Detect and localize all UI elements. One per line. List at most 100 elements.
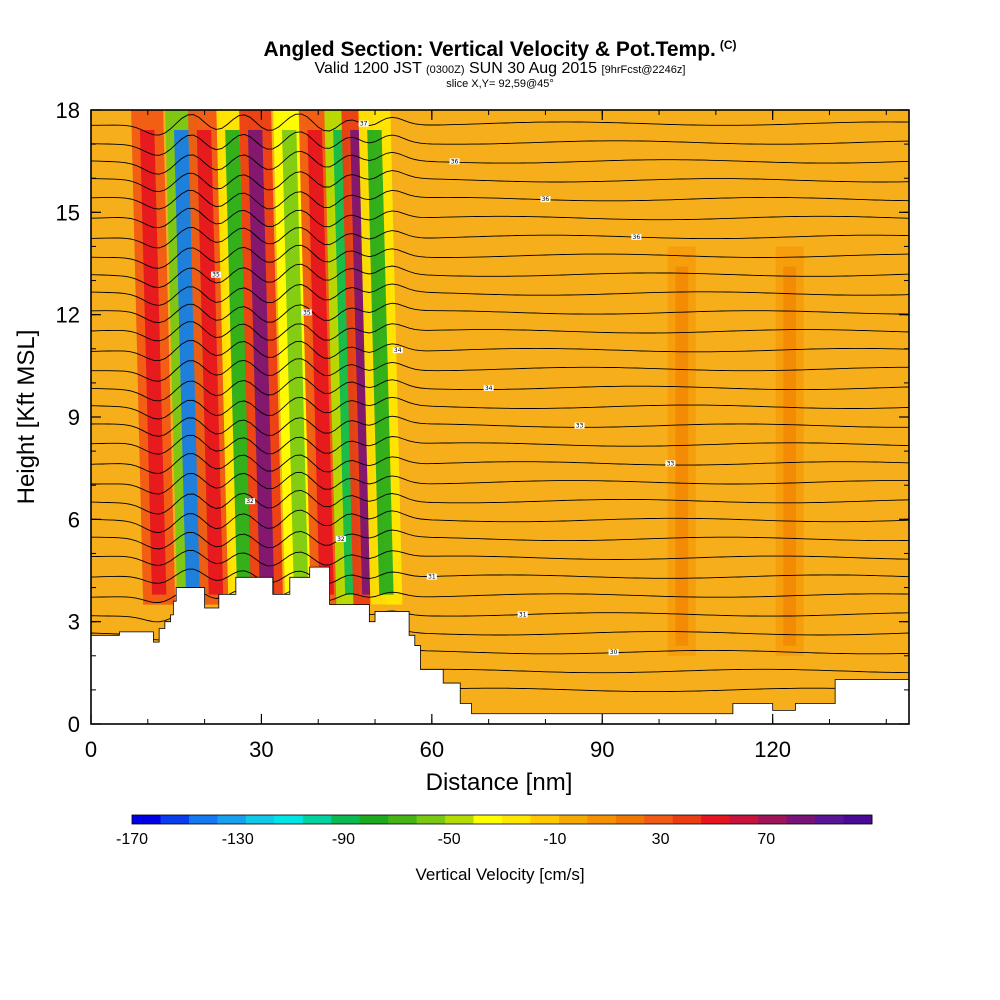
colorbar-swatch bbox=[359, 815, 389, 824]
isentrope-line bbox=[91, 550, 909, 567]
colorbar-swatch bbox=[302, 815, 332, 824]
colorbar: -170 -130 -90 -50 -10 30 70 bbox=[116, 814, 873, 848]
contour-label-bg bbox=[574, 422, 585, 429]
isentrope-line bbox=[91, 376, 909, 402]
contour-label: 30 bbox=[610, 649, 618, 656]
contour-label-bg bbox=[426, 573, 437, 580]
isentrope-line bbox=[91, 207, 909, 229]
contour-label: 32 bbox=[246, 498, 254, 505]
isentrope-line bbox=[91, 302, 909, 324]
isentrope-line bbox=[91, 434, 909, 455]
colorbar-swatch bbox=[615, 815, 645, 824]
contour-label-bg bbox=[301, 309, 312, 316]
contour-label: 36 bbox=[633, 234, 641, 241]
contour-label-bg bbox=[245, 498, 256, 505]
isentrope-line bbox=[91, 263, 909, 289]
isentrope-line bbox=[91, 131, 909, 156]
velocity-band-core bbox=[307, 130, 334, 595]
colorbar-swatch bbox=[644, 815, 674, 824]
contour-label-bg bbox=[449, 158, 460, 165]
contour-label-bg bbox=[483, 384, 494, 391]
contour-label-bg bbox=[631, 233, 642, 240]
velocity-band-core bbox=[783, 266, 797, 646]
velocity-band-core bbox=[367, 130, 394, 595]
contour-label-bg bbox=[540, 196, 551, 203]
velocity-band-core bbox=[196, 130, 224, 595]
colorbar-swatch bbox=[445, 815, 474, 824]
isentrope-line bbox=[91, 453, 909, 474]
x-tick-label: 0 bbox=[85, 737, 97, 762]
isentrope-line bbox=[91, 189, 909, 210]
isentrope-line bbox=[91, 415, 909, 437]
colorbar-label: Vertical Velocity [cm/s] bbox=[415, 865, 584, 884]
contour-label-bg bbox=[665, 460, 676, 467]
isentrope-line bbox=[91, 283, 909, 306]
contour-label: 34 bbox=[394, 347, 402, 354]
terrain bbox=[90, 566, 910, 725]
y-axis-label: Height [Kft MSL] bbox=[13, 330, 40, 505]
colorbar-swatch bbox=[786, 815, 816, 824]
isentrope-line bbox=[91, 340, 909, 362]
velocity-band-core bbox=[247, 130, 275, 595]
contour-label: 35 bbox=[212, 272, 220, 279]
isentrope-line bbox=[91, 471, 909, 495]
velocity-band-core bbox=[281, 130, 309, 595]
contour-label: 31 bbox=[519, 611, 527, 618]
contour-label-bg bbox=[608, 649, 619, 656]
colorbar-swatch bbox=[758, 815, 788, 824]
colorbar-swatch bbox=[388, 815, 418, 824]
chart-subtitle: Valid 1200 JST (0300Z) SUN 30 Aug 2015 [… bbox=[314, 60, 686, 77]
y-tick-label: 18 bbox=[56, 98, 80, 123]
colorbar-swatch bbox=[217, 815, 247, 824]
colorbar-swatch bbox=[672, 815, 702, 824]
velocity-field bbox=[131, 110, 804, 656]
colorbar-swatch bbox=[416, 815, 446, 824]
contour-label-bg bbox=[335, 535, 346, 542]
colorbar-swatch bbox=[729, 815, 759, 824]
colorbar-swatch bbox=[274, 815, 304, 824]
isentrope-line bbox=[91, 568, 909, 584]
y-tick-label: 12 bbox=[56, 303, 80, 328]
colorbar-swatch bbox=[188, 815, 218, 824]
contour-label-bg bbox=[210, 271, 221, 278]
potential-temperature-contours: 30303131323233333434353536363637 bbox=[91, 113, 909, 694]
colorbar-tick-label: -90 bbox=[332, 831, 355, 848]
colorbar-tick-label: 30 bbox=[652, 831, 670, 848]
y-tick-label: 15 bbox=[56, 200, 80, 225]
colorbar-tick-label: -10 bbox=[543, 831, 566, 848]
colorbar-swatch bbox=[843, 815, 873, 824]
colorbar-swatch bbox=[245, 815, 275, 824]
isentrope-line bbox=[91, 170, 909, 193]
x-tick-label: 30 bbox=[249, 737, 273, 762]
colorbar-swatch bbox=[502, 815, 531, 824]
slice-label: slice X,Y= 92,59@45° bbox=[446, 78, 554, 90]
velocity-band-core bbox=[174, 130, 201, 595]
isentrope-line bbox=[91, 489, 909, 515]
velocity-band-core bbox=[675, 266, 689, 646]
y-tick-label: 9 bbox=[68, 405, 80, 430]
isentrope-line bbox=[91, 321, 909, 342]
contour-label: 33 bbox=[576, 423, 584, 430]
colorbar-swatch bbox=[815, 815, 844, 824]
colorbar-tick-label: -50 bbox=[438, 831, 461, 848]
contour-label: 34 bbox=[485, 385, 493, 392]
isentrope-line bbox=[91, 150, 909, 175]
chart-title: Angled Section: Vertical Velocity & Pot.… bbox=[263, 38, 737, 61]
velocity-band-core bbox=[225, 130, 252, 595]
isentrope-line bbox=[91, 396, 909, 420]
x-tick-label: 90 bbox=[590, 737, 614, 762]
y-tick-label: 6 bbox=[68, 507, 80, 532]
contour-label: 33 bbox=[667, 460, 675, 467]
colorbar-swatch bbox=[701, 815, 731, 824]
isentrope-line bbox=[91, 113, 909, 136]
isentrope-line bbox=[91, 509, 909, 534]
x-tick-label: 60 bbox=[420, 737, 444, 762]
colorbar-frame bbox=[131, 814, 873, 825]
contour-label: 36 bbox=[451, 158, 459, 165]
colorbar-swatch bbox=[530, 815, 560, 824]
contour-label: 37 bbox=[360, 121, 368, 128]
x-tick-label: 120 bbox=[754, 737, 791, 762]
colorbar-tick-label: 70 bbox=[757, 831, 775, 848]
